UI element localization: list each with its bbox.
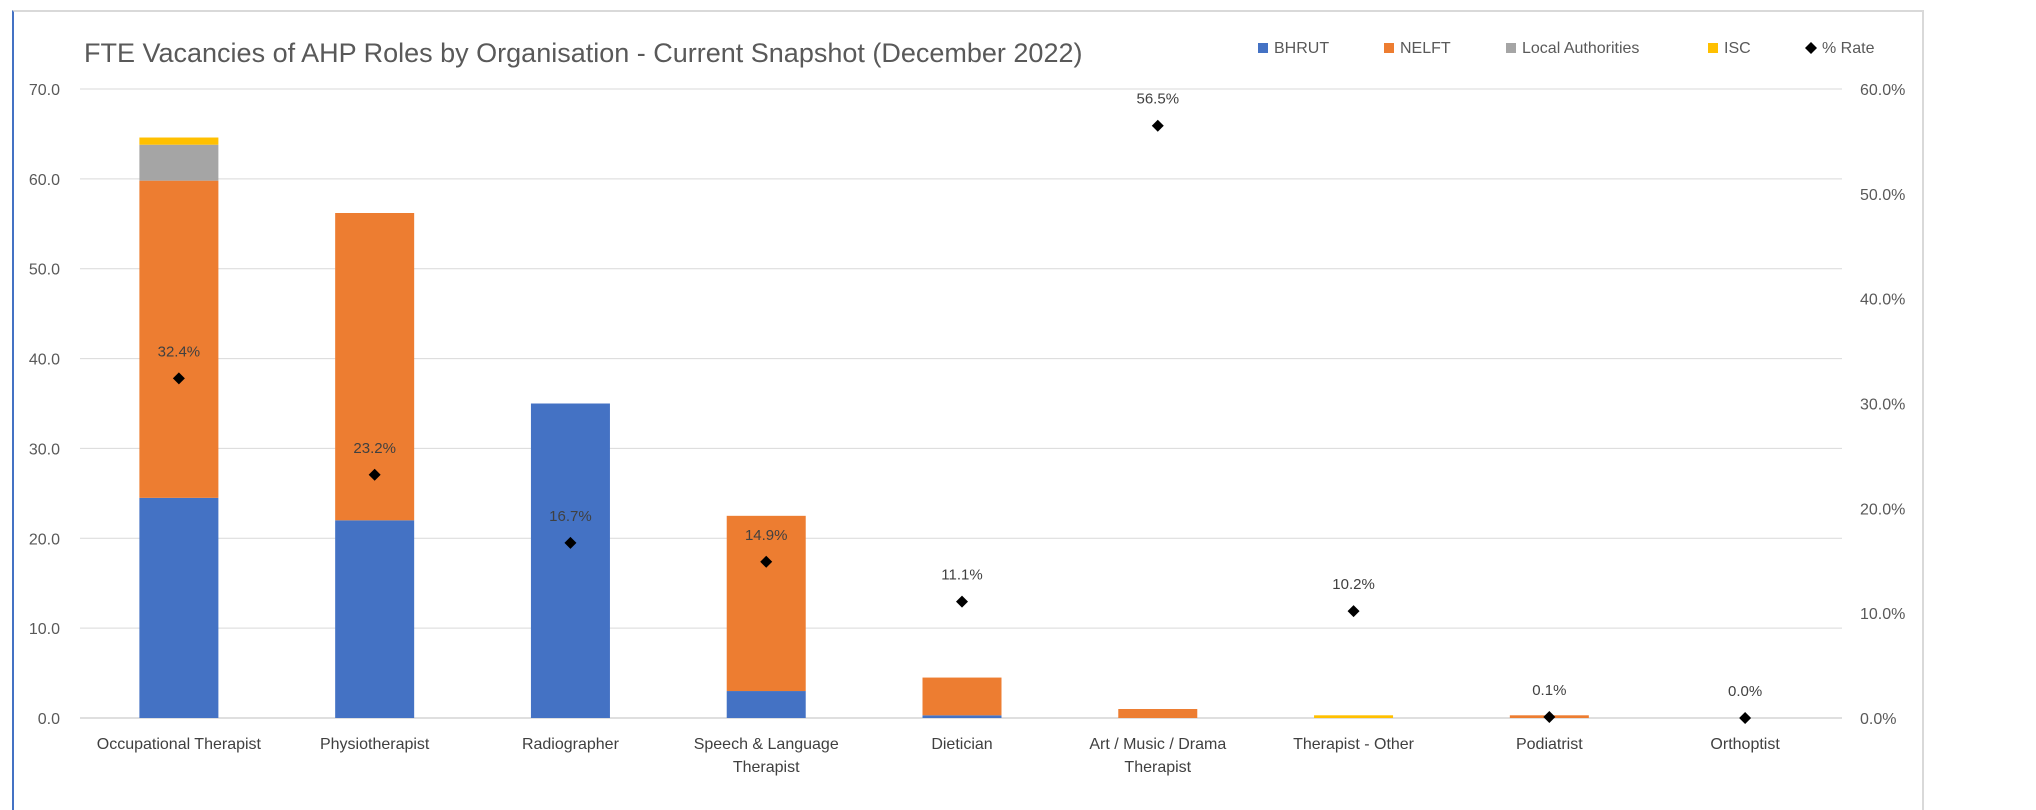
y-left-tick-label: 30.0 — [29, 441, 60, 458]
category-label: Occupational Therapist — [97, 736, 262, 753]
y-right-tick-label: 30.0% — [1860, 397, 1905, 414]
bar-nelft — [1118, 709, 1198, 718]
bar-bhrut — [922, 715, 1002, 718]
bar-nelft — [726, 515, 806, 692]
category-label: Therapist - Other — [1293, 736, 1415, 753]
chart-frame — [12, 10, 1924, 810]
category-label: Radiographer — [522, 736, 620, 753]
rate-marker — [1151, 119, 1164, 132]
category-label: Speech & Language — [694, 736, 839, 753]
legend-label: BHRUT — [1274, 40, 1329, 57]
y-left-tick-label: 20.0 — [29, 531, 60, 548]
y-left-tick-label: 0.0 — [38, 711, 60, 728]
rate-data-label: 11.1% — [941, 567, 982, 584]
y-right-tick-label: 40.0% — [1860, 292, 1905, 309]
rate-markers: 32.4% 23.2% 16.7% 14.9% 11.1% 56.5% 10.2% 0.1% 0… — [158, 91, 1762, 724]
bars — [139, 137, 1589, 718]
rate-data-label: 32.4% — [158, 343, 201, 360]
y-right-tick-label: 0.0% — [1860, 711, 1896, 728]
category-label: Orthoptist — [1710, 736, 1780, 753]
rate-marker — [956, 595, 968, 608]
rate-marker — [368, 468, 381, 481]
legend-label: Local Authorities — [1522, 40, 1639, 57]
rate-data-label: 23.2% — [353, 440, 396, 457]
category-label: Therapist — [733, 759, 800, 776]
y-axis-right: 0.0% 10.0% 20.0% 30.0% 40.0% 50.0% 60.0% — [1860, 82, 1905, 728]
y-left-tick-label: 50.0 — [29, 262, 60, 279]
legend-swatch — [1805, 42, 1817, 54]
y-left-tick-label: 40.0 — [29, 352, 60, 369]
rate-data-label: 10.2% — [1332, 576, 1375, 593]
y-left-tick-label: 60.0 — [29, 172, 60, 189]
bar-nelft — [922, 677, 1002, 716]
y-right-tick-label: 50.0% — [1860, 187, 1905, 204]
legend-swatch — [1384, 43, 1394, 53]
bar-bhrut — [530, 403, 610, 718]
chart-title: FTE Vacancies of AHP Roles by Organisati… — [84, 38, 1082, 68]
legend-swatch — [1258, 43, 1268, 53]
legend: BHRUT NELFT Local Authorities ISC % Rate — [1258, 40, 1875, 57]
y-right-tick-label: 10.0% — [1860, 606, 1905, 623]
legend-label: % Rate — [1822, 40, 1875, 57]
y-right-tick-label: 60.0% — [1860, 82, 1905, 99]
y-left-tick-label: 10.0 — [29, 621, 60, 638]
y-left-tick-label: 70.0 — [29, 82, 60, 99]
legend-label: ISC — [1724, 40, 1751, 57]
category-label: Art / Music / Drama — [1089, 736, 1226, 753]
bar-bhrut — [139, 497, 219, 718]
bar-isc — [139, 137, 219, 145]
rate-marker — [1543, 710, 1556, 723]
bar-bhrut — [726, 691, 806, 718]
category-label: Podiatrist — [1516, 736, 1583, 753]
rate-data-label: 56.5% — [1137, 91, 1180, 108]
rate-marker — [760, 555, 773, 568]
rate-data-label: 14.9% — [745, 527, 788, 544]
bar-nelft — [139, 180, 219, 498]
rate-marker — [1347, 605, 1360, 618]
rate-marker — [564, 536, 577, 549]
legend-swatch — [1708, 43, 1718, 53]
category-label: Physiotherapist — [320, 736, 430, 753]
rate-data-label: 0.1% — [1532, 682, 1566, 699]
legend-swatch — [1506, 43, 1516, 53]
category-label: Dietician — [931, 736, 992, 753]
bar-isc — [1314, 715, 1394, 718]
y-axis-left: 0.0 10.0 20.0 30.0 40.0 50.0 60.0 70.0 — [29, 82, 60, 728]
rate-data-label: 0.0% — [1728, 683, 1762, 700]
legend-label: NELFT — [1400, 40, 1451, 57]
rate-marker — [172, 372, 185, 385]
bar-local-authorities — [139, 144, 219, 181]
x-axis-categories: Occupational Therapist Physiotherapist Rad… — [97, 736, 1781, 776]
category-label: Therapist — [1124, 759, 1191, 776]
rate-data-label: 16.7% — [549, 508, 592, 525]
bar-bhrut — [335, 520, 415, 718]
y-right-tick-label: 20.0% — [1860, 501, 1905, 518]
rate-marker — [1739, 712, 1752, 724]
